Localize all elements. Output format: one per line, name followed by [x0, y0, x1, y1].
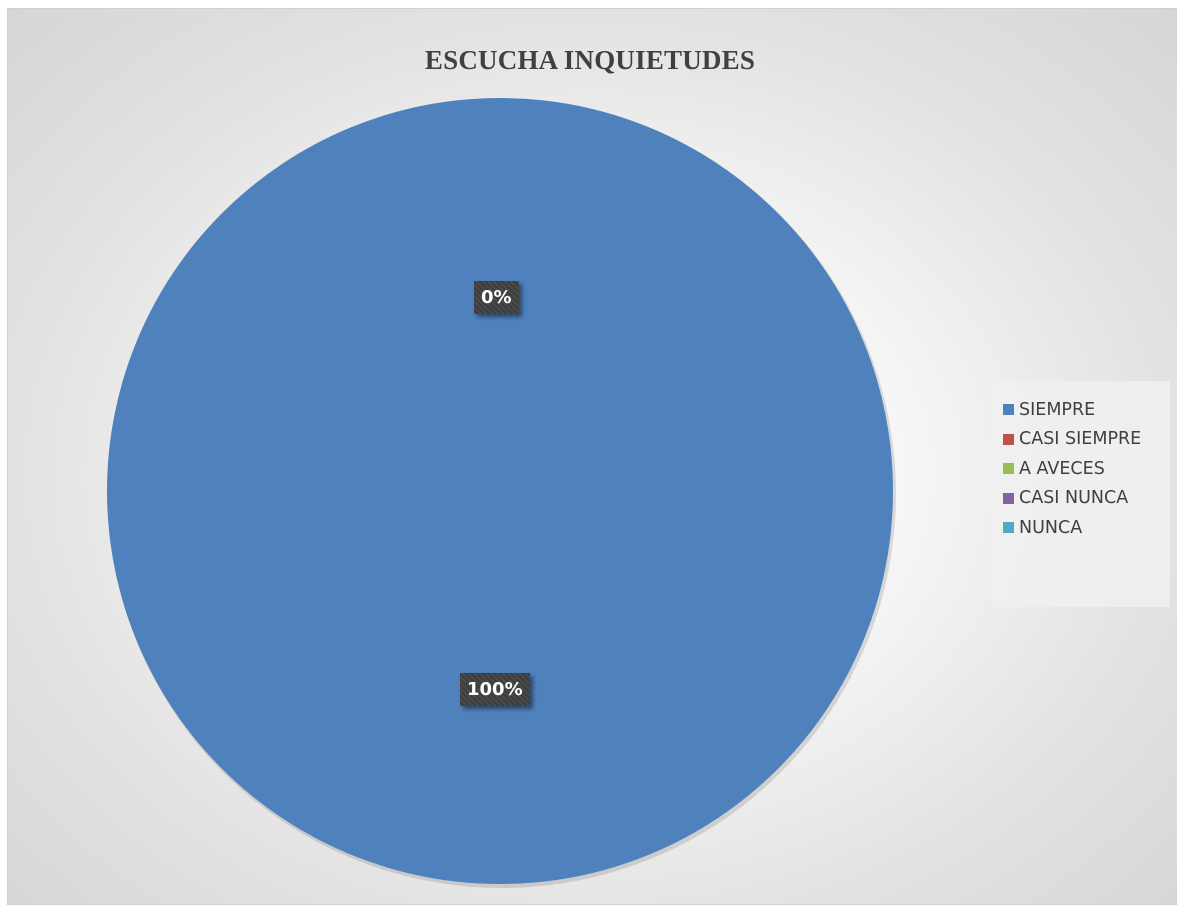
- legend-item-nunca: NUNCA: [1003, 513, 1170, 543]
- data-label-siempre: 100%: [460, 673, 530, 706]
- legend-item-casi-siempre: CASI SIEMPRE: [1003, 425, 1170, 455]
- legend-label: A AVECES: [1019, 458, 1105, 479]
- legend-swatch-icon: [1003, 433, 1014, 445]
- legend: SIEMPRE CASI SIEMPRE A AVECES CASI NUNCA…: [993, 381, 1170, 607]
- pie-slice-siempre: [107, 98, 893, 884]
- legend-swatch-icon: [1003, 492, 1014, 504]
- legend-item-a-aveces: A AVECES: [1003, 454, 1170, 484]
- legend-label: CASI SIEMPRE: [1019, 429, 1142, 450]
- legend-swatch-icon: [1003, 522, 1014, 534]
- chart-area: ESCUCHA INQUIETUDES 100% 0% SIEMPRE CASI…: [7, 8, 1177, 905]
- legend-label: SIEMPRE: [1019, 399, 1096, 420]
- legend-item-casi-nunca: CASI NUNCA: [1003, 484, 1170, 514]
- legend-item-siempre: SIEMPRE: [1003, 395, 1170, 425]
- legend-label: NUNCA: [1019, 517, 1083, 538]
- legend-swatch-icon: [1003, 463, 1014, 475]
- legend-label: CASI NUNCA: [1019, 488, 1129, 509]
- data-label-zero: 0%: [474, 281, 519, 314]
- pie-chart: [107, 98, 896, 888]
- chart-title: ESCUCHA INQUIETUDES: [424, 45, 756, 75]
- legend-swatch-icon: [1003, 404, 1014, 416]
